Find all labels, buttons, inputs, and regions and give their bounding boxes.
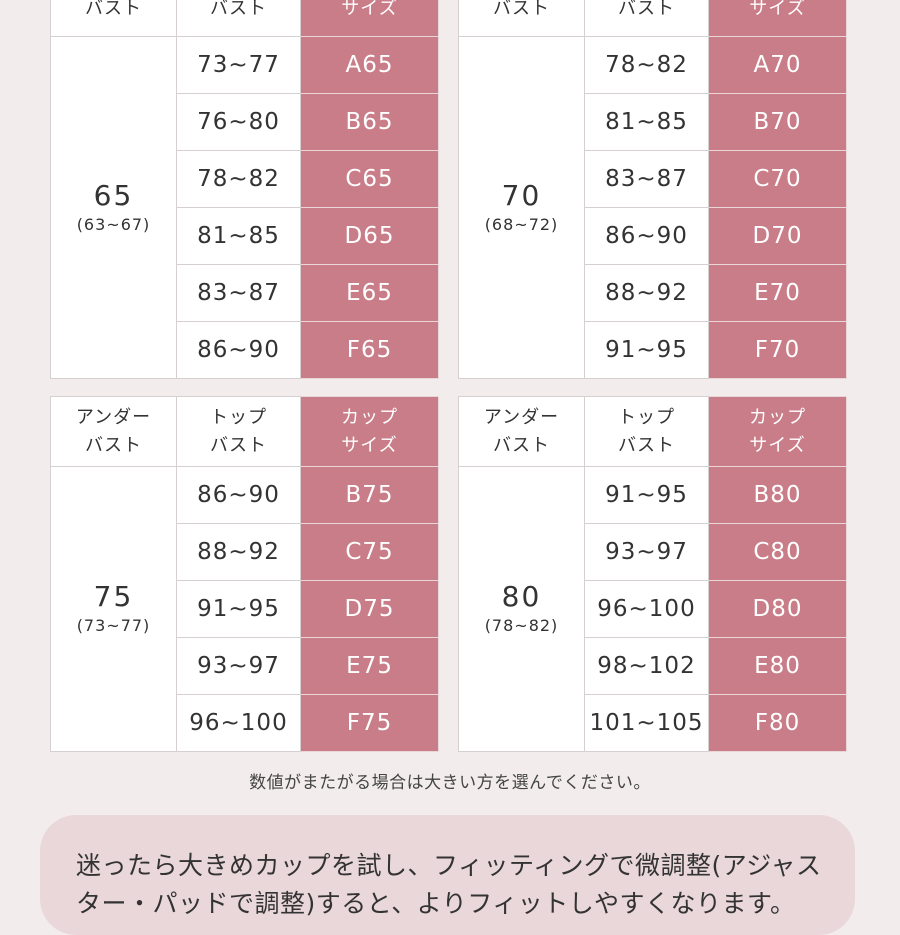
cup-size-cell: E75 bbox=[300, 637, 439, 695]
header-top-bust: バスト bbox=[176, 0, 301, 37]
cup-size-cell: C70 bbox=[708, 150, 847, 208]
top-bust-cell: 96~100 bbox=[584, 580, 709, 638]
under-bust-cell: 75 (73~77) bbox=[50, 466, 177, 752]
top-bust-cell: 86~90 bbox=[176, 466, 301, 524]
header-top-bust: トップ バスト bbox=[584, 396, 709, 467]
cup-size-cell: B65 bbox=[300, 93, 439, 151]
top-bust-cell: 91~95 bbox=[584, 321, 709, 379]
header-under-bust: バスト bbox=[458, 0, 585, 37]
top-bust-cell: 81~85 bbox=[584, 93, 709, 151]
under-bust-cell: 80 (78~82) bbox=[458, 466, 585, 752]
top-bust-cell: 76~80 bbox=[176, 93, 301, 151]
header-under-bust: アンダー バスト bbox=[50, 396, 177, 467]
top-bust-cell: 86~90 bbox=[584, 207, 709, 265]
under-bust-value: 80 bbox=[501, 580, 542, 613]
top-bust-cell: 98~102 bbox=[584, 637, 709, 695]
header-cup-size: カップ サイズ bbox=[708, 396, 847, 467]
top-bust-cell: 73~77 bbox=[176, 36, 301, 94]
cup-size-cell: E70 bbox=[708, 264, 847, 322]
cup-size-cell: F65 bbox=[300, 321, 439, 379]
under-bust-cell: 65 (63~67) bbox=[50, 36, 177, 379]
cup-size-cell: D65 bbox=[300, 207, 439, 265]
under-bust-range: (63~67) bbox=[76, 214, 151, 234]
size-table-70: バスト バスト サイズ 70 (68~72) 78~82 A70 81~85 B70… bbox=[458, 0, 847, 379]
under-bust-range: (73~77) bbox=[76, 616, 151, 635]
cup-size-cell: E80 bbox=[708, 637, 847, 695]
top-bust-cell: 86~90 bbox=[176, 321, 301, 379]
under-bust-range: (78~82) bbox=[484, 616, 559, 635]
selection-note: 数値がまたがる場合は大きい方を選んでください。 bbox=[249, 773, 651, 793]
size-table-75: アンダー バスト トップ バスト カップ サイズ 75 (73~77) 86~90 B7… bbox=[50, 396, 439, 752]
under-bust-value: 65 bbox=[93, 178, 134, 212]
top-bust-cell: 83~87 bbox=[584, 150, 709, 208]
top-bust-cell: 93~97 bbox=[584, 523, 709, 581]
top-bust-cell: 93~97 bbox=[176, 637, 301, 695]
top-bust-cell: 91~95 bbox=[584, 466, 709, 524]
header-cup-size: サイズ bbox=[300, 0, 439, 37]
header-top-bust: バスト bbox=[584, 0, 709, 37]
cup-size-cell: D80 bbox=[708, 580, 847, 638]
cup-size-cell: D75 bbox=[300, 580, 439, 638]
header-cup-size: カップ サイズ bbox=[300, 396, 439, 467]
cup-size-cell: D70 bbox=[708, 207, 847, 265]
cup-size-cell: B80 bbox=[708, 466, 847, 524]
cup-size-cell: B75 bbox=[300, 466, 439, 524]
cup-size-cell: A70 bbox=[708, 36, 847, 94]
cup-size-cell: E65 bbox=[300, 264, 439, 322]
top-bust-cell: 78~82 bbox=[584, 36, 709, 94]
under-bust-cell: 70 (68~72) bbox=[458, 36, 585, 379]
cup-size-cell: B70 bbox=[708, 93, 847, 151]
top-bust-cell: 88~92 bbox=[584, 264, 709, 322]
top-bust-cell: 101~105 bbox=[584, 694, 709, 752]
size-table-80: アンダー バスト トップ バスト カップ サイズ 80 (78~82) 91~95 B8… bbox=[458, 396, 847, 752]
top-bust-cell: 91~95 bbox=[176, 580, 301, 638]
top-bust-cell: 96~100 bbox=[176, 694, 301, 752]
top-bust-cell: 83~87 bbox=[176, 264, 301, 322]
under-bust-value: 75 bbox=[93, 580, 134, 613]
cup-size-cell: C75 bbox=[300, 523, 439, 581]
header-under-bust: バスト bbox=[50, 0, 177, 37]
cup-size-cell: C65 bbox=[300, 150, 439, 208]
size-table-65: バスト バスト サイズ 65 (63~67) 73~77 A65 76~80 B65… bbox=[50, 0, 439, 379]
fitting-tip-text: 迷ったら大きめカップを試し、フィッティングで微調整(アジャスター・パッドで調整)… bbox=[76, 851, 822, 918]
fitting-tip-box: 迷ったら大きめカップを試し、フィッティングで微調整(アジャスター・パッドで調整)… bbox=[40, 815, 855, 935]
header-cup-size: サイズ bbox=[708, 0, 847, 37]
top-bust-cell: 88~92 bbox=[176, 523, 301, 581]
top-bust-cell: 81~85 bbox=[176, 207, 301, 265]
cup-size-cell: F80 bbox=[708, 694, 847, 752]
cup-size-cell: A65 bbox=[300, 36, 439, 94]
under-bust-range: (68~72) bbox=[484, 214, 559, 234]
header-top-bust: トップ バスト bbox=[176, 396, 301, 467]
cup-size-cell: F75 bbox=[300, 694, 439, 752]
top-bust-cell: 78~82 bbox=[176, 150, 301, 208]
header-under-bust: アンダー バスト bbox=[458, 396, 585, 467]
cup-size-cell: C80 bbox=[708, 523, 847, 581]
cup-size-cell: F70 bbox=[708, 321, 847, 379]
under-bust-value: 70 bbox=[501, 178, 542, 212]
